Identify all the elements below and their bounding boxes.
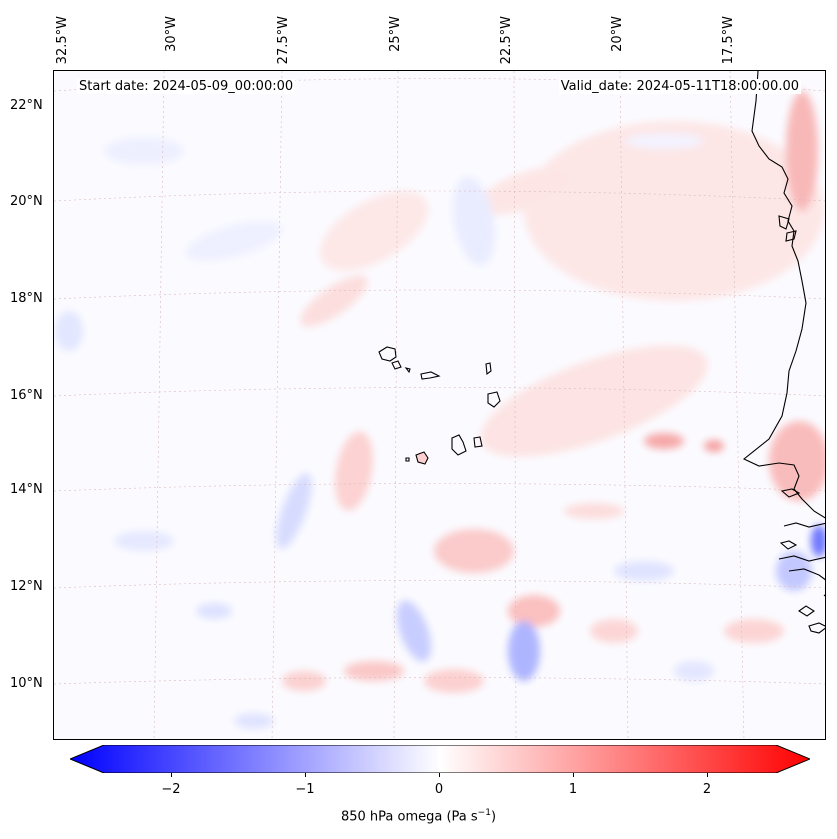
colorbar-label-end: ) xyxy=(490,809,497,825)
lon-label-22-5w: 22.5°W xyxy=(499,16,514,65)
colorbar xyxy=(68,744,812,774)
valid-date-label: Valid_date: 2024-05-11T18:00:00.00 xyxy=(558,79,801,94)
cb-tick-mark-2 xyxy=(707,773,708,777)
cb-tick-neg2: −2 xyxy=(161,782,181,797)
lat-label-14n: 14°N xyxy=(10,482,43,497)
cb-tick-mark-neg1 xyxy=(305,773,306,777)
start-date-label: Start date: 2024-05-09_00:00:00 xyxy=(77,79,296,94)
omega-contours xyxy=(55,91,825,729)
lat-label-16n: 16°N xyxy=(10,388,43,403)
lon-label-25w: 25°W xyxy=(388,16,403,52)
colorbar-label-exp: −1 xyxy=(477,808,491,818)
cb-tick-0: 0 xyxy=(434,782,444,797)
lat-label-10n: 10°N xyxy=(10,676,43,691)
lon-label-32-5w: 32.5°W xyxy=(55,16,70,65)
colorbar-gradient xyxy=(68,744,812,774)
lat-label-22n: 22°N xyxy=(10,98,43,113)
cb-tick-1: 1 xyxy=(568,782,578,797)
cape-verde-islands xyxy=(378,346,501,465)
lon-label-30w: 30°W xyxy=(164,16,179,52)
cb-tick-mark-0 xyxy=(439,773,440,777)
cb-tick-2: 2 xyxy=(702,782,712,797)
cb-tick-mark-neg2 xyxy=(171,773,172,777)
cb-tick-neg1: −1 xyxy=(295,782,315,797)
cb-tick-mark-1 xyxy=(573,773,574,777)
lon-label-17-5w: 17.5°W xyxy=(721,16,736,65)
lon-label-20w: 20°W xyxy=(610,16,625,52)
lat-label-18n: 18°N xyxy=(10,291,43,306)
omega-field-map xyxy=(54,71,825,739)
west-africa-coastline xyxy=(742,71,825,634)
lat-label-20n: 20°N xyxy=(10,194,43,209)
map-panel[interactable] xyxy=(53,70,826,740)
lon-label-27-5w: 27.5°W xyxy=(276,16,291,65)
colorbar-label: 850 hPa omega (Pa s−1) xyxy=(0,808,837,824)
colorbar-label-main: 850 hPa omega (Pa s xyxy=(340,809,478,825)
colorbar-svg xyxy=(68,744,812,774)
lat-label-12n: 12°N xyxy=(10,579,43,594)
